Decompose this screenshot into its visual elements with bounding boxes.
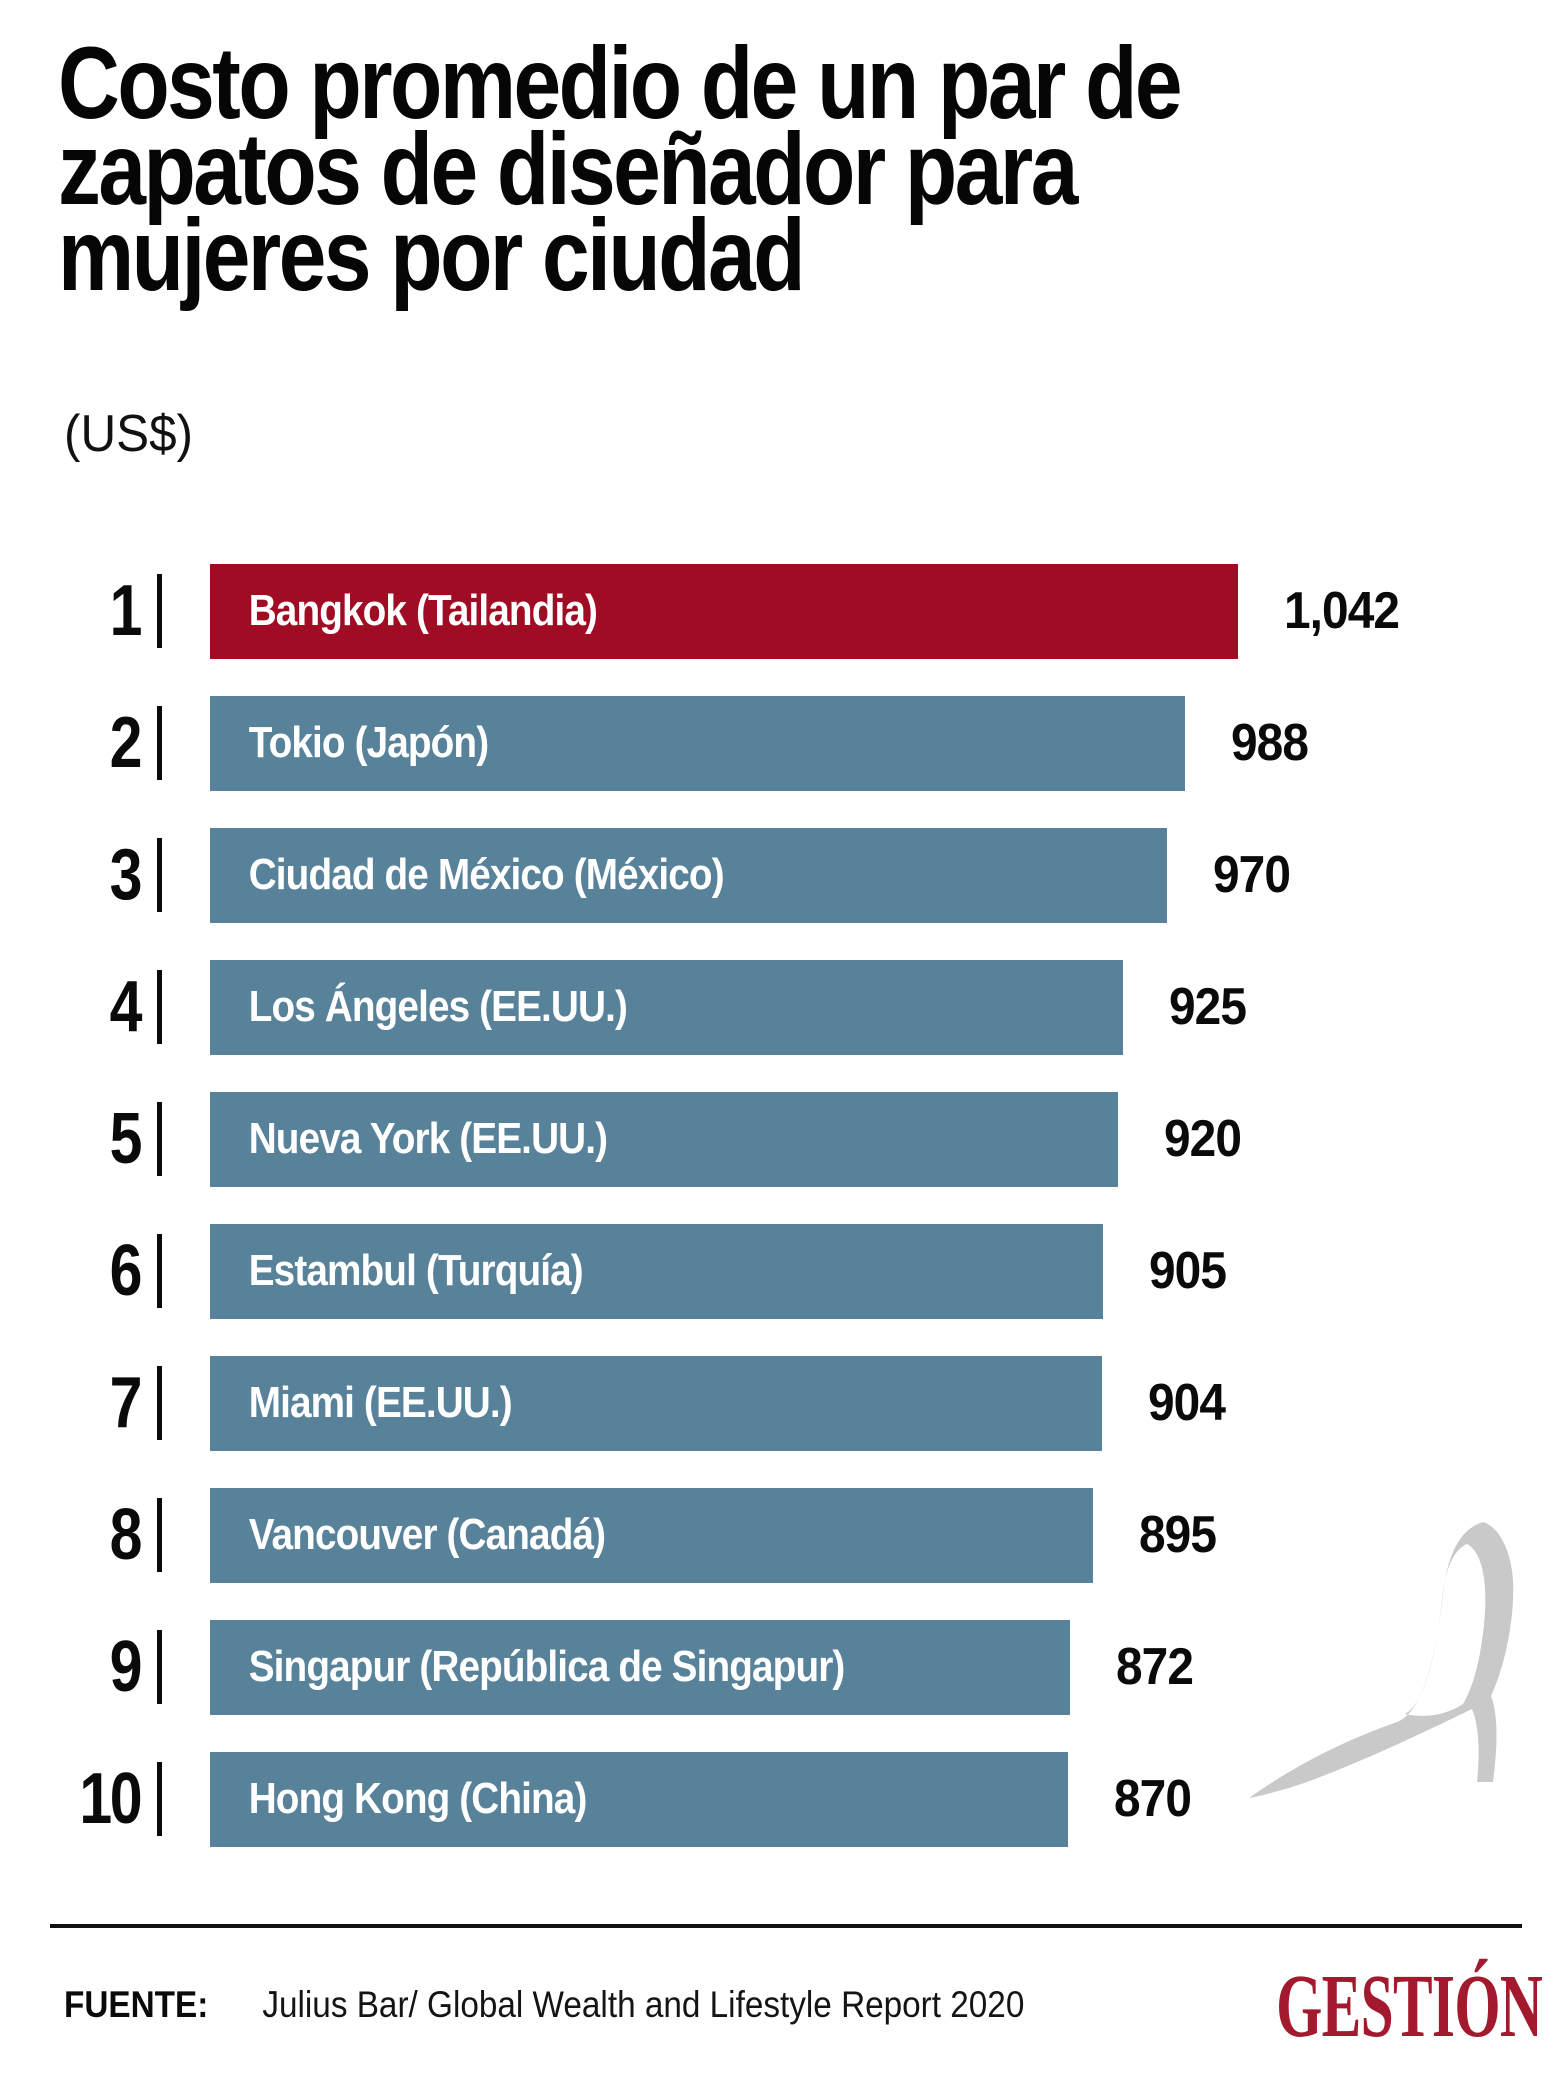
bar-value-label: 925 — [1169, 978, 1247, 1036]
bar-value-label: 1,042 — [1284, 582, 1400, 640]
bar-value-label: 920 — [1164, 1110, 1242, 1168]
rank-cell: 8 — [0, 1494, 210, 1576]
footer-divider — [50, 1924, 1522, 1928]
high-heel-shoe-path — [1249, 1522, 1514, 1798]
rank-divider — [157, 1762, 162, 1836]
rank-divider — [157, 1366, 162, 1440]
rank-label: 3 — [109, 835, 143, 915]
rank-divider — [157, 1102, 162, 1176]
bar-city-label: Ciudad de México (México) — [248, 850, 725, 899]
bar-city-label: Los Ángeles (EE.UU.) — [248, 982, 628, 1031]
rank-divider — [157, 574, 162, 648]
bar-city-label: Estambul (Turquía) — [248, 1246, 584, 1295]
chart-row: 8 Vancouver (Canadá) 895 — [0, 1469, 1564, 1601]
rank-label: 2 — [109, 703, 143, 783]
bar-value-label: 904 — [1148, 1374, 1226, 1432]
chart-row: 10 Hong Kong (China) 870 — [0, 1733, 1564, 1865]
bar-value-label: 872 — [1116, 1638, 1194, 1696]
rank-label: 1 — [109, 571, 143, 651]
chart-title-line-3: mujeres por ciudad — [58, 198, 806, 312]
bar: Tokio (Japón) — [210, 695, 1185, 791]
rank-label: 10 — [79, 1759, 142, 1839]
rank-cell: 7 — [0, 1362, 210, 1444]
chart-title-line-1: Costo promedio de un par de — [58, 26, 1183, 140]
bar-value-label: 905 — [1149, 1242, 1227, 1300]
bar-city-label: Vancouver (Canadá) — [248, 1510, 606, 1559]
rank-divider — [157, 1630, 162, 1704]
chart-row: 7 Miami (EE.UU.) 904 — [0, 1337, 1564, 1469]
chart-row: 2 Tokio (Japón) 988 — [0, 677, 1564, 809]
rank-divider — [157, 1234, 162, 1308]
bar: Nueva York (EE.UU.) — [210, 1091, 1118, 1187]
rank-cell: 1 — [0, 570, 210, 652]
bar: Bangkok (Tailandia) — [210, 563, 1238, 659]
bar-value-label: 870 — [1114, 1770, 1192, 1828]
bar-city-label: Singapur (República de Singapur) — [248, 1642, 846, 1691]
rank-label: 9 — [109, 1627, 143, 1707]
bar-city-label: Tokio (Japón) — [248, 718, 489, 767]
bar-value-label: 988 — [1231, 714, 1309, 772]
chart-unit-subtitle: (US$) — [64, 405, 194, 463]
bar: Hong Kong (China) — [210, 1751, 1068, 1847]
source-label: FUENTE: — [64, 1984, 209, 2025]
bar-city-label: Bangkok (Tailandia) — [248, 586, 598, 635]
bar-value-label: 970 — [1213, 846, 1291, 904]
rank-label: 6 — [109, 1231, 143, 1311]
bar: Miami (EE.UU.) — [210, 1355, 1102, 1451]
chart-row: 3 Ciudad de México (México) 970 — [0, 809, 1564, 941]
rank-cell: 9 — [0, 1626, 210, 1708]
rank-cell: 3 — [0, 834, 210, 916]
rank-divider — [157, 838, 162, 912]
bar-chart: 1 Bangkok (Tailandia) 1,042 2 Tokio (Jap… — [0, 545, 1564, 1865]
rank-label: 8 — [109, 1495, 143, 1575]
rank-divider — [157, 970, 162, 1044]
bar: Vancouver (Canadá) — [210, 1487, 1093, 1583]
bar: Los Ángeles (EE.UU.) — [210, 959, 1123, 1055]
bar-value-label: 895 — [1139, 1506, 1217, 1564]
source-text: Julius Bar/ Global Wealth and Lifestyle … — [262, 1984, 1025, 2025]
rank-cell: 10 — [0, 1758, 210, 1840]
bar-city-label: Miami (EE.UU.) — [248, 1378, 513, 1427]
brand-logo: GESTIÓN — [1275, 1957, 1543, 2056]
bar: Estambul (Turquía) — [210, 1223, 1103, 1319]
chart-row: 4 Los Ángeles (EE.UU.) 925 — [0, 941, 1564, 1073]
chart-row: 5 Nueva York (EE.UU.) 920 — [0, 1073, 1564, 1205]
rank-cell: 6 — [0, 1230, 210, 1312]
bar-city-label: Nueva York (EE.UU.) — [248, 1114, 608, 1163]
rank-label: 4 — [109, 967, 143, 1047]
chart-row: 1 Bangkok (Tailandia) 1,042 — [0, 545, 1564, 677]
rank-label: 5 — [109, 1099, 143, 1179]
source-line: FUENTE: Julius Bar/ Global Wealth and Li… — [56, 1984, 1067, 2026]
rank-label: 7 — [109, 1363, 143, 1443]
chart-title: Costo promedio de un par de zapatos de d… — [58, 26, 1183, 312]
rank-divider — [157, 706, 162, 780]
chart-row: 6 Estambul (Turquía) 905 — [0, 1205, 1564, 1337]
rank-cell: 4 — [0, 966, 210, 1048]
rank-cell: 5 — [0, 1098, 210, 1180]
bar: Ciudad de México (México) — [210, 827, 1167, 923]
chart-title-line-2: zapatos de diseñador para — [58, 112, 1078, 226]
bar: Singapur (República de Singapur) — [210, 1619, 1070, 1715]
rank-cell: 2 — [0, 702, 210, 784]
bar-city-label: Hong Kong (China) — [248, 1774, 588, 1823]
rank-divider — [157, 1498, 162, 1572]
high-heel-shoe-icon — [1249, 1522, 1514, 1798]
chart-row: 9 Singapur (República de Singapur) 872 — [0, 1601, 1564, 1733]
